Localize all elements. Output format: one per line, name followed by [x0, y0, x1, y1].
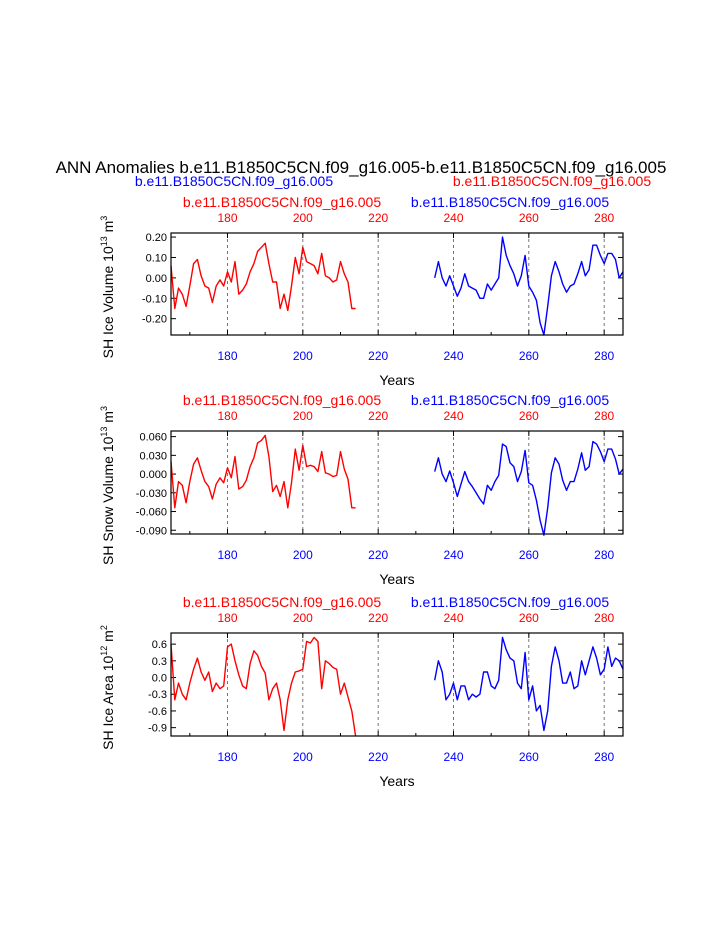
ytick-label-2: 0.0	[152, 673, 167, 685]
header-right-case: b.e11.B1850C5CN.f09_g16.005	[453, 173, 651, 189]
ytick-label-3: -0.3	[148, 689, 167, 701]
xtick-label-top-180: 180	[217, 211, 237, 225]
y-axis-label: SH Ice Volume 1013 m3	[99, 216, 116, 359]
xtick-label-bottom-180: 180	[217, 349, 237, 363]
x-axis-label: Years	[379, 372, 414, 388]
xtick-label-bottom-200: 200	[293, 750, 313, 764]
xtick-label-bottom-280: 280	[594, 750, 614, 764]
xtick-label-top-220: 220	[368, 409, 388, 423]
xtick-label-top-260: 260	[519, 611, 539, 625]
xtick-label-bottom-220: 220	[368, 548, 388, 562]
xtick-label-top-200: 200	[293, 409, 313, 423]
ytick-label-1: 0.10	[146, 252, 167, 264]
series-label-left: b.e11.B1850C5CN.f09_g16.005	[183, 594, 381, 610]
panel-snow-volume: b.e11.B1850C5CN.f09_g16.005 b.e11.B1850C5…	[99, 392, 624, 587]
series-line-case2	[434, 236, 624, 336]
figure-title: ANN Anomalies b.e11.B1850C5CN.f09_g16.00…	[56, 158, 667, 177]
xtick-label-bottom-240: 240	[443, 750, 463, 764]
x-axis-label: Years	[379, 571, 414, 587]
xtick-label-top-260: 260	[519, 409, 539, 423]
y-axis-label-part-1: 13	[99, 427, 109, 437]
xtick-label-top-240: 240	[443, 211, 463, 225]
y-axis-label-part-1: 12	[99, 646, 109, 656]
header-left-case: b.e11.B1850C5CN.f09_g16.005	[135, 173, 333, 189]
y-axis-label-part-2: m	[100, 221, 116, 237]
xtick-label-bottom-240: 240	[443, 349, 463, 363]
y-axis-label-part-3: 2	[99, 625, 109, 630]
series-label-left: b.e11.B1850C5CN.f09_g16.005	[183, 392, 381, 408]
series-label-left: b.e11.B1850C5CN.f09_g16.005	[183, 194, 381, 210]
plot-frame	[170, 632, 624, 737]
xtick-label-bottom-280: 280	[594, 548, 614, 562]
xtick-label-bottom-260: 260	[519, 750, 539, 764]
ytick-label-3: -0.030	[136, 488, 167, 500]
panels: b.e11.B1850C5CN.f09_g16.005 b.e11.B1850C5…	[99, 194, 624, 789]
xtick-label-top-200: 200	[293, 211, 313, 225]
ytick-label-0: 0.6	[152, 639, 167, 651]
xtick-label-top-280: 280	[594, 211, 614, 225]
xtick-label-top-240: 240	[443, 611, 463, 625]
x-axis-label: Years	[379, 773, 414, 789]
y-axis-label-part-1: 13	[99, 236, 109, 246]
panel-ice-area: b.e11.B1850C5CN.f09_g16.005 b.e11.B1850C5…	[99, 594, 624, 789]
xtick-label-bottom-280: 280	[594, 349, 614, 363]
xtick-label-top-220: 220	[368, 611, 388, 625]
ytick-label-1: 0.3	[152, 656, 167, 668]
ytick-label-4: -0.20	[142, 314, 167, 326]
series-label-right: b.e11.B1850C5CN.f09_g16.005	[411, 594, 609, 610]
xtick-label-bottom-180: 180	[217, 750, 237, 764]
xtick-label-bottom-260: 260	[519, 548, 539, 562]
y-axis-label: SH Ice Area 1012 m2	[99, 625, 116, 750]
plot-frame	[170, 430, 624, 535]
series-line-case2	[434, 636, 624, 732]
ytick-label-2: 0.000	[139, 469, 167, 481]
xtick-label-bottom-200: 200	[293, 349, 313, 363]
xtick-label-top-220: 220	[368, 211, 388, 225]
y-axis-label-part-0: SH Ice Area 10	[100, 656, 116, 750]
xtick-label-bottom-240: 240	[443, 548, 463, 562]
ytick-label-5: -0.9	[148, 723, 167, 735]
y-axis-label-part-0: SH Snow Volume 10	[100, 436, 116, 565]
xtick-label-bottom-220: 220	[368, 750, 388, 764]
series-line-case1	[170, 636, 357, 737]
plot-frame	[170, 232, 624, 336]
series-line-case1	[170, 242, 356, 312]
xtick-label-top-180: 180	[217, 409, 237, 423]
ytick-label-0: 0.060	[139, 432, 167, 444]
series-label-right: b.e11.B1850C5CN.f09_g16.005	[411, 194, 609, 210]
ytick-label-0: 0.20	[146, 232, 167, 244]
ytick-label-1: 0.030	[139, 450, 167, 462]
xtick-label-bottom-200: 200	[293, 548, 313, 562]
xtick-label-top-180: 180	[217, 611, 237, 625]
xtick-label-top-260: 260	[519, 211, 539, 225]
xtick-label-bottom-220: 220	[368, 349, 388, 363]
panel-ice-volume: b.e11.B1850C5CN.f09_g16.005 b.e11.B1850C5…	[99, 194, 624, 388]
y-axis-label-part-0: SH Ice Volume 10	[100, 246, 116, 358]
y-axis-label-part-2: m	[100, 630, 116, 646]
xtick-label-top-280: 280	[594, 611, 614, 625]
series-line-case1	[170, 434, 356, 509]
y-axis-label-part-3: 3	[99, 406, 109, 411]
xtick-label-top-200: 200	[293, 611, 313, 625]
ytick-label-2: 0.00	[146, 273, 167, 285]
ytick-label-4: -0.6	[148, 706, 167, 718]
ytick-label-3: -0.10	[142, 293, 167, 305]
y-axis-label-part-2: m	[100, 411, 116, 427]
series-line-case2	[434, 440, 624, 536]
ytick-label-5: -0.090	[136, 525, 167, 537]
ytick-label-4: -0.060	[136, 507, 167, 519]
xtick-label-top-280: 280	[594, 409, 614, 423]
y-axis-label: SH Snow Volume 1013 m3	[99, 406, 116, 565]
xtick-label-top-240: 240	[443, 409, 463, 423]
series-label-right: b.e11.B1850C5CN.f09_g16.005	[411, 392, 609, 408]
xtick-label-bottom-180: 180	[217, 548, 237, 562]
y-axis-label-part-3: 3	[99, 216, 109, 221]
xtick-label-bottom-260: 260	[519, 349, 539, 363]
